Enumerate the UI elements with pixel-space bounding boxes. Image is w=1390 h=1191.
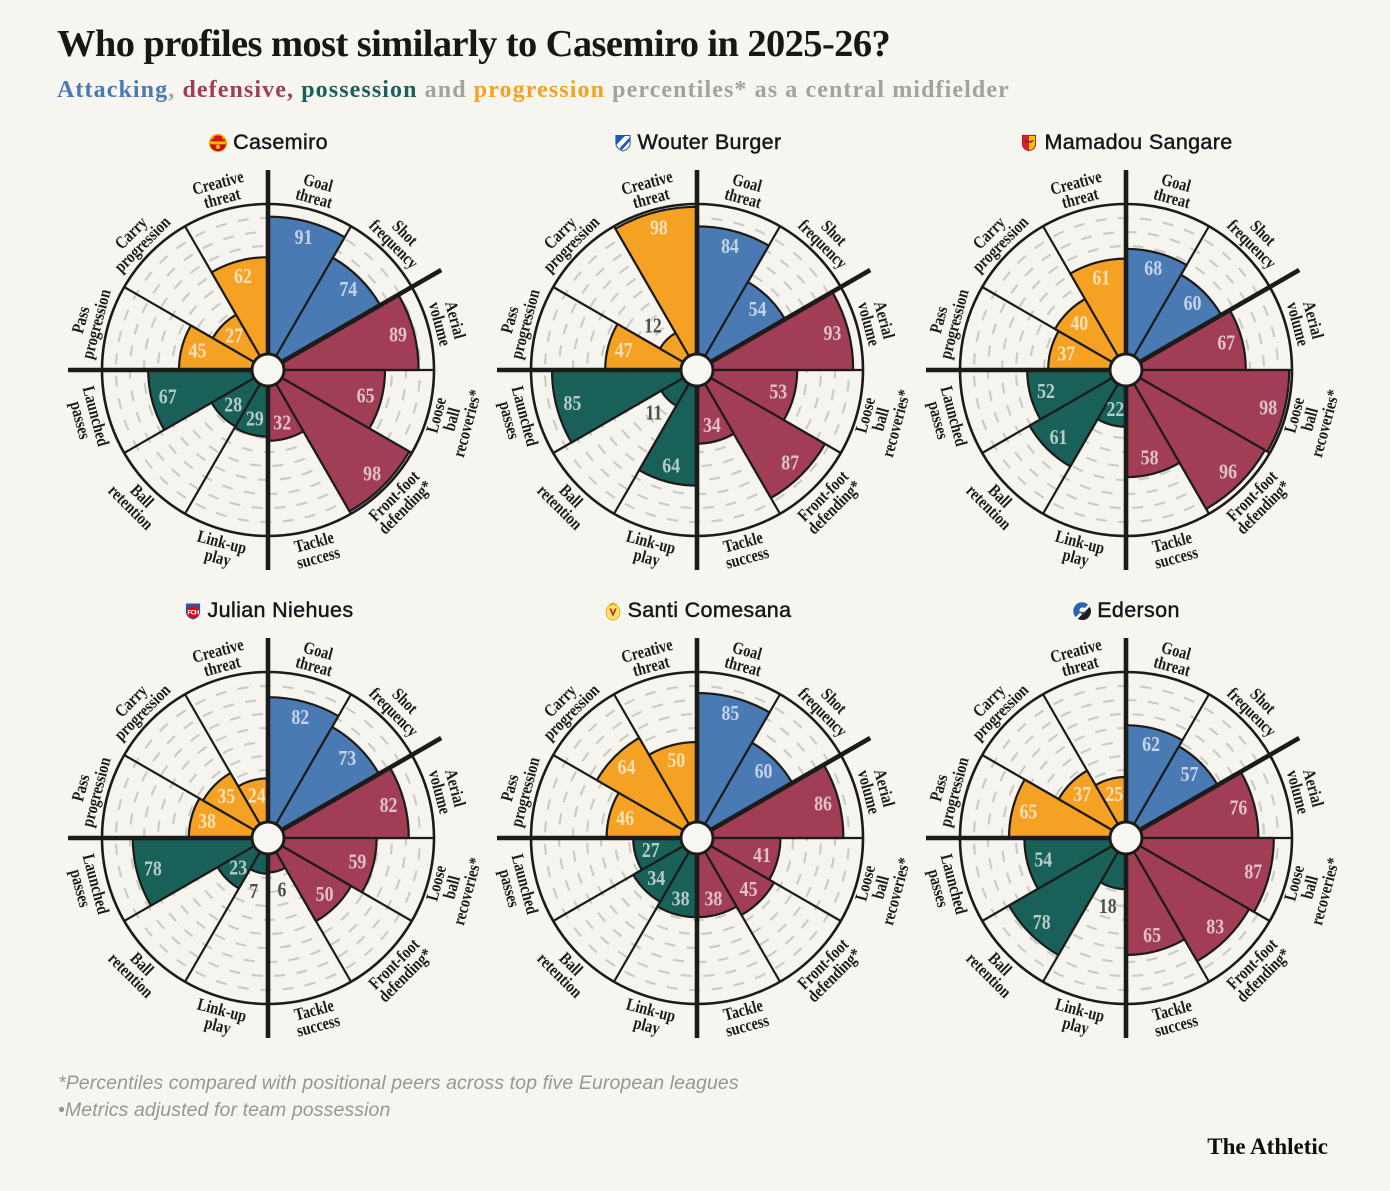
svg-text:65: 65 (1019, 801, 1037, 824)
svg-text:62: 62 (1142, 734, 1160, 757)
svg-text:82: 82 (380, 795, 398, 818)
svg-text:25: 25 (1105, 784, 1123, 807)
svg-text:50: 50 (667, 750, 685, 773)
svg-text:86: 86 (814, 793, 832, 816)
svg-text:78: 78 (1033, 912, 1051, 935)
svg-text:Tacklesuccess: Tacklesuccess (291, 528, 342, 573)
svg-text:18: 18 (1099, 896, 1117, 919)
svg-text:35: 35 (217, 786, 235, 809)
svg-text:89: 89 (389, 324, 407, 347)
svg-text:96: 96 (1219, 461, 1237, 484)
svg-text:45: 45 (740, 879, 758, 902)
svg-text:67: 67 (159, 386, 177, 409)
svg-text:32: 32 (273, 412, 291, 435)
svg-text:64: 64 (662, 455, 680, 478)
svg-text:Tacklesuccess: Tacklesuccess (1149, 528, 1200, 573)
svg-text:57: 57 (1181, 764, 1199, 787)
svg-text:38: 38 (672, 888, 690, 911)
svg-text:54: 54 (1034, 849, 1052, 872)
svg-text:34: 34 (703, 415, 721, 438)
svg-text:61: 61 (1050, 427, 1068, 450)
svg-text:67: 67 (1217, 332, 1235, 355)
svg-text:98: 98 (650, 217, 668, 240)
svg-text:65: 65 (357, 385, 375, 408)
svg-text:64: 64 (618, 757, 636, 780)
svg-text:59: 59 (348, 851, 366, 874)
svg-text:53: 53 (769, 381, 787, 404)
svg-text:22: 22 (1106, 399, 1124, 422)
svg-text:50: 50 (316, 884, 334, 907)
svg-text:46: 46 (616, 808, 634, 831)
svg-text:FCH: FCH (187, 609, 199, 616)
svg-text:58: 58 (1141, 447, 1159, 470)
svg-text:54: 54 (749, 299, 767, 322)
svg-text:74: 74 (339, 279, 357, 302)
svg-text:Tacklesuccess: Tacklesuccess (291, 996, 342, 1041)
svg-text:62: 62 (234, 266, 252, 289)
svg-text:82: 82 (291, 707, 309, 730)
svg-text:24: 24 (248, 785, 266, 808)
svg-text:45: 45 (189, 340, 207, 363)
svg-text:34: 34 (647, 868, 665, 891)
svg-text:85: 85 (563, 393, 581, 416)
svg-text:73: 73 (338, 748, 356, 771)
svg-text:91: 91 (295, 227, 313, 250)
svg-text:85: 85 (721, 703, 739, 726)
svg-text:41: 41 (753, 845, 771, 868)
svg-text:27: 27 (225, 325, 243, 348)
svg-text:65: 65 (1143, 925, 1161, 948)
svg-text:7: 7 (249, 881, 258, 904)
svg-text:23: 23 (229, 857, 247, 880)
svg-text:87: 87 (781, 452, 799, 475)
svg-text:29: 29 (246, 408, 264, 431)
svg-text:38: 38 (198, 811, 216, 834)
svg-text:98: 98 (1259, 397, 1277, 420)
svg-text:27: 27 (642, 840, 660, 863)
svg-text:76: 76 (1229, 797, 1247, 820)
svg-text:60: 60 (1184, 293, 1202, 316)
svg-text:52: 52 (1037, 381, 1055, 404)
svg-text:37: 37 (1057, 343, 1075, 366)
svg-text:68: 68 (1144, 258, 1162, 281)
svg-text:Tacklesuccess: Tacklesuccess (720, 996, 771, 1041)
svg-text:Tacklesuccess: Tacklesuccess (720, 528, 771, 573)
svg-text:38: 38 (704, 888, 722, 911)
svg-text:87: 87 (1244, 861, 1262, 884)
svg-text:93: 93 (823, 323, 841, 346)
svg-text:37: 37 (1073, 784, 1091, 807)
svg-text:28: 28 (224, 394, 242, 417)
svg-text:47: 47 (615, 340, 633, 363)
svg-text:98: 98 (363, 463, 381, 486)
svg-text:6: 6 (278, 879, 287, 902)
svg-text:78: 78 (144, 858, 162, 881)
svg-text:61: 61 (1092, 267, 1110, 290)
svg-text:Tacklesuccess: Tacklesuccess (1149, 996, 1200, 1041)
svg-text:84: 84 (721, 236, 739, 259)
svg-text:40: 40 (1070, 313, 1088, 336)
svg-text:12: 12 (644, 315, 662, 338)
svg-text:11: 11 (645, 402, 662, 425)
svg-text:60: 60 (755, 761, 773, 784)
svg-text:83: 83 (1206, 916, 1224, 939)
